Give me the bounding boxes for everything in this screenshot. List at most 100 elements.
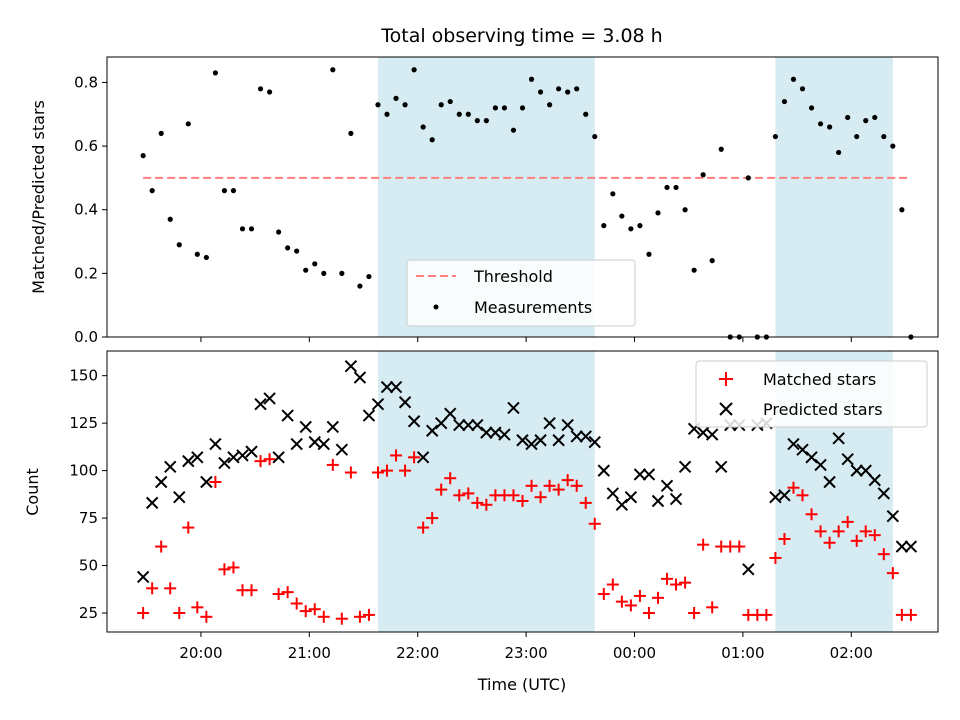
predicted-star-point xyxy=(597,464,611,477)
x-axis-label: Time (UTC) xyxy=(477,675,566,694)
measurement-point xyxy=(402,102,408,108)
matched-star-point xyxy=(769,551,782,564)
bottom-y-tick-label: 125 xyxy=(69,414,98,432)
matched-star-point xyxy=(317,610,330,623)
measurement-point xyxy=(845,114,851,121)
matched-star-point xyxy=(200,610,213,623)
predicted-star-point xyxy=(850,464,863,477)
predicted-star-point xyxy=(335,443,349,456)
predicted-star-point xyxy=(895,540,909,553)
measurement-point xyxy=(537,89,544,95)
matched-star-point xyxy=(579,496,592,509)
predicted-star-point xyxy=(859,464,872,477)
measurement-point xyxy=(528,76,535,82)
predicted-star-point xyxy=(841,453,854,466)
matched-star-point xyxy=(534,491,547,504)
measurement-point xyxy=(745,175,751,181)
predicted-star-point xyxy=(425,424,439,437)
top-y-tick-label: 0.2 xyxy=(74,264,98,282)
measurement-point xyxy=(890,143,896,149)
measurement-point xyxy=(149,188,155,194)
matched-star-point xyxy=(606,578,619,591)
predicted-star-point xyxy=(164,460,177,474)
predicted-star-point xyxy=(462,418,475,432)
matched-star-point xyxy=(814,525,827,538)
predicted-star-point xyxy=(678,460,692,474)
measurement-point xyxy=(185,121,191,127)
predicted-star-point xyxy=(669,492,683,506)
measurement-point xyxy=(230,188,237,194)
predicted-star-point xyxy=(263,392,276,405)
measurement-point xyxy=(664,184,670,191)
matched-star-point xyxy=(326,458,339,471)
predicted-star-point xyxy=(778,489,791,502)
bottom-y-tick-label: 75 xyxy=(79,509,98,527)
measurement-point xyxy=(393,95,399,101)
matched-star-point xyxy=(371,466,384,479)
matched-star-point xyxy=(877,548,890,561)
measurement-points xyxy=(140,67,914,340)
measurement-point xyxy=(303,267,309,273)
top-y-tick-label: 0.0 xyxy=(74,328,98,346)
measurement-point xyxy=(276,229,282,235)
legend-matched-swatch xyxy=(719,372,733,386)
predicted-star-point xyxy=(453,418,466,432)
x-tick-label: 23:00 xyxy=(504,644,547,662)
matched-star-point xyxy=(453,489,466,502)
matched-star-point xyxy=(299,605,312,618)
matched-star-point xyxy=(697,538,710,551)
predicted-star-point xyxy=(317,437,330,451)
predicted-star-point xyxy=(624,490,638,504)
predicted-star-point xyxy=(904,540,918,553)
predicted-star-point xyxy=(787,437,800,451)
predicted-star-point xyxy=(615,498,629,511)
measurement-point xyxy=(637,223,643,229)
measurement-point xyxy=(438,102,444,108)
predicted-star-point xyxy=(444,407,457,420)
predicted-star-point xyxy=(796,443,809,456)
predicted-star-point xyxy=(191,451,204,464)
bottom-panel: 25 50 75 100 125 150 20:00 21:00 22:00 23:00 00:00… xyxy=(23,350,939,694)
bottom-y-tick-label: 25 xyxy=(79,604,98,622)
predicted-star-point xyxy=(299,420,312,434)
predicted-star-point xyxy=(498,428,511,441)
measurement-point xyxy=(673,184,679,191)
measurement-point xyxy=(384,111,390,117)
top-y-tick-label: 0.4 xyxy=(74,201,98,219)
matched-star-point xyxy=(353,610,366,623)
measurement-point xyxy=(799,86,806,92)
predicted-star-point xyxy=(290,437,303,451)
legend-matched-label: Matched stars xyxy=(763,370,876,389)
predicted-star-point xyxy=(245,445,258,458)
predicted-star-point xyxy=(200,475,213,489)
measurement-point xyxy=(691,267,697,273)
matched-star-point xyxy=(543,479,556,492)
matched-star-point xyxy=(155,540,168,553)
matched-star-point xyxy=(633,589,646,602)
measurement-point xyxy=(221,188,228,194)
predicted-star-point xyxy=(145,496,159,510)
measurement-point xyxy=(592,133,598,140)
measurement-point xyxy=(619,213,625,219)
matched-star-point xyxy=(624,599,637,612)
measurement-point xyxy=(203,254,209,261)
legend-measurements-label: Measurements xyxy=(474,298,592,317)
bottom-axes-frame xyxy=(106,350,939,633)
predicted-star-point xyxy=(182,454,195,468)
measurement-point xyxy=(158,130,164,136)
matched-star-point xyxy=(245,584,258,597)
matched-star-point xyxy=(182,521,195,534)
matched-star-point xyxy=(588,517,601,530)
measurement-point xyxy=(682,207,688,213)
measurement-point xyxy=(456,111,462,117)
measurement-point xyxy=(194,251,200,257)
predicted-star-point xyxy=(173,490,186,504)
measurement-point xyxy=(700,172,706,178)
measurement-point xyxy=(827,124,833,130)
bottom-y-tick-label: 50 xyxy=(79,557,98,575)
measurement-point xyxy=(565,89,571,95)
measurement-point xyxy=(167,216,173,222)
matched-star-point xyxy=(417,521,430,534)
matched-star-point xyxy=(408,451,421,464)
top-y-axis-label: Matched/Predicted stars xyxy=(29,100,48,294)
